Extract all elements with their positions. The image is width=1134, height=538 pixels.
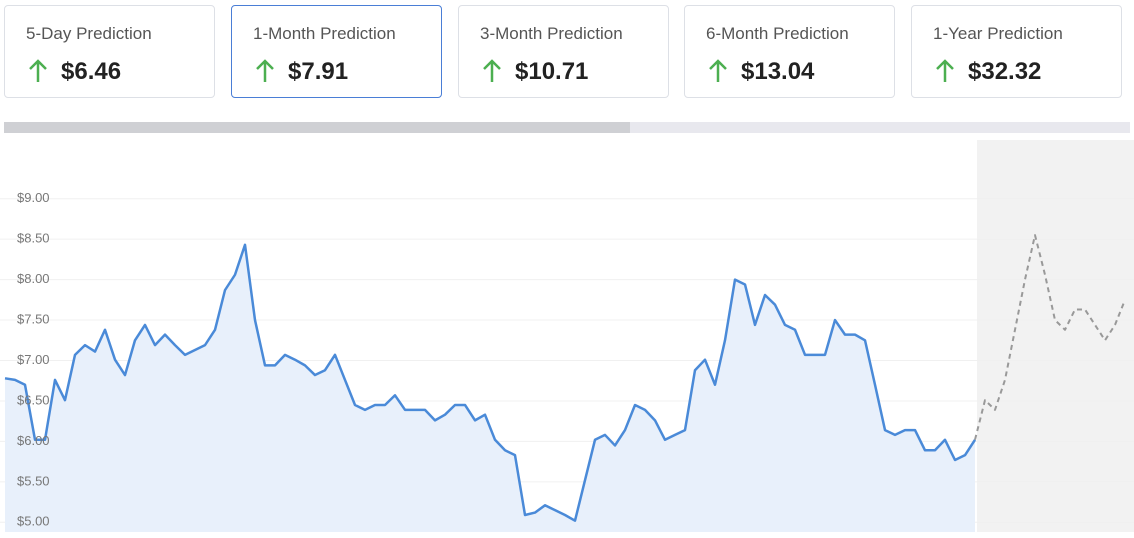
y-tick-label: $7.50 [17,311,50,326]
up-arrow [29,59,47,82]
line [974,234,1126,441]
card-label: 3-Month Prediction [480,24,623,43]
up-arrow [709,59,727,82]
area [5,244,975,532]
line [4,243,977,522]
y-tick-label: $8.50 [17,231,50,246]
prediction-card[interactable]: 1-Month Prediction $7.91 [231,5,442,98]
card-label: 1-Year Prediction [933,24,1063,43]
y-tick-label: $6.00 [17,433,50,448]
card-label: 5-Day Prediction [26,24,152,43]
card-value: $6.46 [61,58,122,85]
prediction-card[interactable]: 3-Month Prediction $10.71 [458,5,669,98]
progress-fill [4,122,630,133]
card-value: $32.32 [968,58,1042,85]
prediction-card[interactable]: 6-Month Prediction $13.04 [684,5,895,98]
card-label: 1-Month Prediction [253,24,396,43]
card-label: 6-Month Prediction [706,24,849,43]
y-tick-label: $7.00 [17,352,50,367]
up-arrow [483,59,501,82]
y-tick-label: $8.00 [17,271,50,286]
card-value: $7.91 [288,58,349,85]
up-arrow [256,59,274,82]
y-tick-label: $5.50 [17,473,50,488]
card-value: $13.04 [741,58,815,85]
up-arrow [936,59,954,82]
prediction-card[interactable]: 1-Year Prediction $32.32 [911,5,1122,98]
card-value: $10.71 [515,58,589,85]
y-tick-label: $9.00 [17,190,50,205]
y-tick-label: $5.00 [17,514,50,529]
prediction-card[interactable]: 5-Day Prediction $6.46 [4,5,215,98]
y-tick-label: $6.50 [17,392,50,407]
progress-track [630,122,1130,133]
